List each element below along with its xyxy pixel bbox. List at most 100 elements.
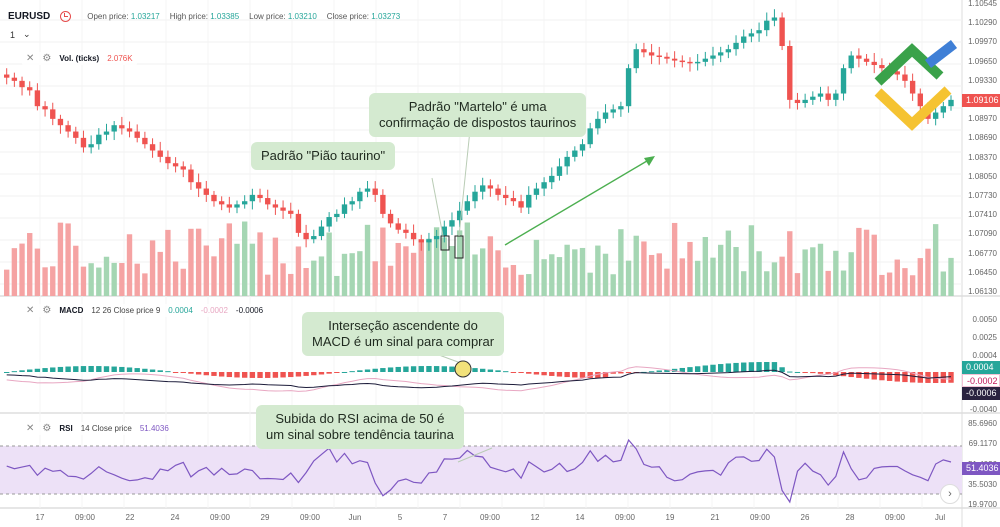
candle-body — [503, 194, 509, 199]
gear-icon[interactable]: ⚙ — [42, 53, 52, 64]
macd-histogram-bar — [50, 367, 56, 372]
candle-body — [572, 150, 578, 157]
macd-histogram-bar — [27, 369, 33, 372]
close-icon[interactable]: ✕ — [26, 423, 35, 434]
volume-bar — [456, 230, 463, 296]
time-tick-label: 26 — [800, 513, 810, 522]
candle-body — [779, 17, 785, 47]
time-tick-label: 21 — [710, 513, 720, 522]
volume-bar — [4, 269, 10, 296]
macd-histogram-bar — [787, 371, 793, 373]
volume-bar — [165, 229, 171, 296]
macd-histogram-bar — [387, 367, 394, 372]
macd-histogram-bar — [610, 372, 616, 374]
candle-body — [694, 61, 701, 64]
rsi-name: RSI — [59, 424, 73, 433]
macd-histogram-bar — [863, 372, 870, 379]
volume-bar — [840, 270, 847, 296]
macd-histogram-bar — [825, 372, 831, 375]
volume-bar — [280, 263, 286, 296]
macd-histogram-bar — [326, 372, 332, 374]
candle-body — [810, 96, 816, 100]
candle-body — [771, 17, 778, 21]
time-tick-label: 5 — [397, 513, 403, 522]
volume-bar — [518, 274, 524, 296]
macd-histogram-bar — [710, 364, 716, 372]
macd-histogram-bar — [741, 362, 747, 372]
macd-histogram-bar — [126, 367, 133, 372]
volume-bar — [395, 242, 401, 296]
macd-histogram-bar — [833, 372, 839, 376]
close-icon[interactable]: ✕ — [26, 305, 35, 316]
volume-bar — [126, 234, 133, 296]
rsi-band — [0, 446, 962, 494]
volume-bar — [65, 223, 71, 296]
macd-histogram-bar — [257, 372, 263, 378]
candle-body — [464, 201, 471, 211]
chevron-right-icon[interactable]: › — [940, 484, 960, 504]
macd-histogram-bar — [687, 367, 693, 372]
high-price: High price: 1.03385 — [169, 11, 240, 21]
volume-bar — [226, 223, 233, 296]
volume-bar — [702, 237, 709, 296]
volume-bar — [211, 256, 217, 296]
volume-bar — [96, 267, 102, 296]
candle-body — [403, 229, 409, 233]
candle-body — [372, 188, 378, 195]
macd-histogram-bar — [88, 366, 94, 372]
candle-body — [27, 87, 33, 91]
symbol-label[interactable]: EURUSD — [8, 10, 51, 22]
volume-bar — [495, 250, 501, 296]
macd-histogram-bar — [96, 366, 102, 372]
gear-icon[interactable]: ⚙ — [42, 423, 52, 434]
candle-body — [787, 46, 793, 100]
last-price-tag: 1.09106 — [962, 94, 1000, 107]
candle-body — [756, 30, 762, 34]
volume-legend: ✕ ⚙ Vol. (ticks) 2.076K — [22, 52, 137, 65]
volume-bar — [610, 274, 616, 296]
time-tick-label: 28 — [845, 513, 855, 522]
candle-body — [917, 93, 923, 107]
close-icon[interactable]: ✕ — [26, 53, 35, 64]
macd-histogram-bar — [909, 372, 916, 383]
macd-histogram-bar — [725, 363, 732, 372]
interval-selector[interactable]: 1 ⌄ — [10, 29, 31, 40]
trend-arrow — [504, 157, 653, 246]
candle-body — [894, 71, 900, 75]
volume-bar — [541, 259, 547, 296]
candle-body — [165, 156, 171, 164]
macd-histogram-bar — [403, 366, 409, 372]
macd-histogram-bar — [311, 372, 317, 376]
candle-body — [242, 201, 248, 205]
macd-histogram-bar — [487, 369, 494, 372]
axis-tick-label: 0.0050 — [972, 315, 997, 324]
volume-bar — [449, 246, 455, 296]
volume-bar — [664, 268, 670, 296]
macd-histogram-bar — [42, 368, 48, 372]
axis-tick-label: 1.09330 — [968, 75, 997, 85]
time-tick-label: 12 — [530, 513, 540, 522]
macd-histogram-bar — [656, 370, 662, 372]
volume-bar — [111, 262, 117, 296]
callout-rsi: Subida do RSI acima de 50 é um sinal sob… — [256, 405, 464, 449]
volume-bar — [871, 234, 877, 296]
macd-histogram-bar — [272, 372, 279, 378]
volume-bar — [625, 260, 632, 296]
candle-body — [272, 204, 279, 208]
callout-pointer — [458, 129, 471, 237]
volume-bar — [195, 228, 202, 296]
volume-bar — [11, 248, 18, 296]
macd-histogram-bar — [334, 372, 340, 373]
volume-bar — [364, 224, 371, 296]
macd-histogram-bar — [149, 369, 156, 372]
candle-body — [88, 144, 94, 148]
candle-body — [902, 74, 908, 81]
macd-histogram-bar — [771, 362, 778, 372]
macd-histogram-bar — [349, 371, 355, 373]
volume-bar — [57, 222, 64, 296]
gear-icon[interactable]: ⚙ — [42, 305, 52, 316]
clock-icon[interactable] — [60, 10, 72, 22]
candle-body — [265, 198, 271, 205]
volume-bar — [372, 261, 378, 296]
